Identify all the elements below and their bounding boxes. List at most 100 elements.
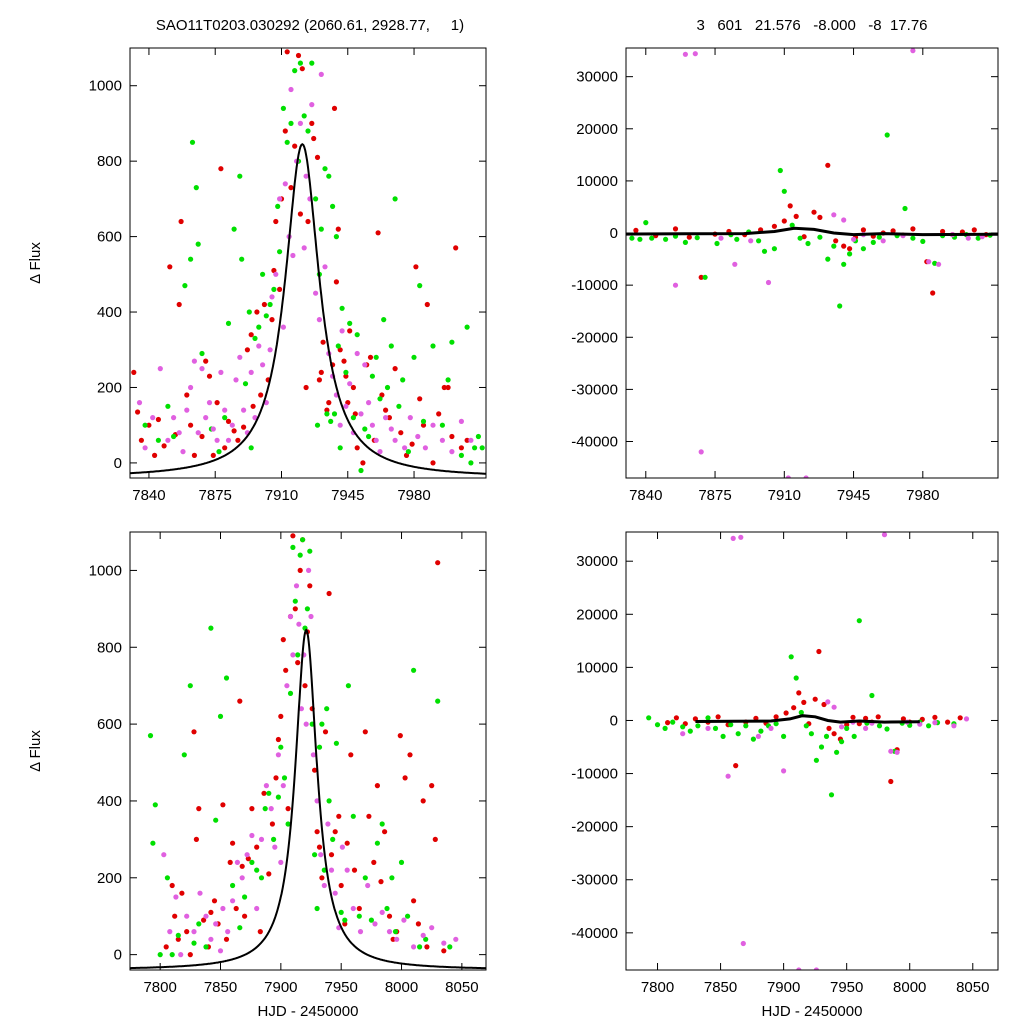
data-point: [354, 350, 360, 357]
data-point: [306, 567, 312, 574]
data-point: [322, 729, 329, 735]
data-point: [811, 209, 817, 215]
data-point: [730, 535, 736, 542]
data-point: [350, 905, 356, 912]
data-point: [875, 714, 881, 720]
data-point: [199, 366, 205, 372]
data-point: [720, 733, 726, 740]
data-point: [179, 890, 185, 896]
panel-p4: 7800 7850 7900 7950 8000 8050 -40000 -30000 -200…: [571, 531, 999, 1020]
data-point: [870, 239, 876, 245]
data-point: [753, 715, 759, 721]
data-point: [326, 590, 332, 597]
data-point: [831, 704, 837, 710]
data-point: [266, 790, 272, 796]
x-tick-label: 7800: [143, 979, 176, 996]
x-tick-label: 7910: [768, 487, 801, 504]
data-point: [269, 821, 275, 827]
data-point: [787, 203, 793, 209]
series-magenta: [680, 532, 970, 970]
data-point: [894, 749, 900, 755]
data-point: [254, 867, 260, 873]
y-tick-label: -30000: [571, 381, 618, 398]
y-tick-label: 200: [97, 870, 122, 887]
data-point: [834, 749, 840, 755]
data-point: [223, 936, 230, 942]
data-point: [445, 384, 451, 391]
data-point: [278, 713, 284, 720]
data-point: [793, 675, 799, 681]
data-point: [665, 720, 671, 726]
data-point: [319, 721, 325, 727]
data-point: [275, 203, 281, 209]
data-point: [367, 354, 374, 360]
data-point: [201, 917, 207, 923]
data-point: [318, 852, 324, 858]
data-point: [386, 415, 392, 421]
data-point: [237, 354, 243, 360]
data-point: [396, 403, 402, 409]
data-point: [337, 422, 343, 428]
data-point: [169, 952, 175, 958]
data-point: [176, 301, 182, 308]
y-tick-label: 1000: [89, 562, 122, 579]
x-tick-label: 7980: [397, 487, 430, 504]
y-tick-label: 0: [114, 455, 122, 472]
data-point: [295, 652, 301, 658]
data-point: [242, 381, 249, 387]
data-point: [184, 913, 190, 919]
data-point: [239, 863, 245, 869]
data-point: [876, 723, 883, 729]
data-point: [789, 222, 795, 228]
data-point: [342, 917, 348, 923]
data-point: [758, 728, 764, 734]
data-point: [362, 875, 368, 881]
data-point: [314, 154, 321, 160]
data-point: [157, 952, 163, 958]
data-point: [287, 690, 294, 697]
data-point: [138, 437, 144, 443]
data-point: [356, 913, 362, 919]
data-point: [165, 437, 171, 443]
data-point: [176, 430, 182, 436]
data-point: [345, 683, 351, 689]
data-point: [672, 226, 679, 232]
data-point: [386, 929, 393, 935]
data-point: [398, 859, 405, 866]
data-point: [793, 213, 799, 219]
data-point: [680, 731, 686, 737]
data-point: [307, 548, 313, 554]
y-tick-label: 30000: [576, 553, 618, 570]
data-point: [407, 415, 413, 421]
data-point: [366, 433, 372, 440]
data-point: [825, 699, 831, 705]
data-point: [718, 235, 724, 241]
data-point: [305, 128, 311, 134]
data-point: [311, 135, 317, 142]
data-point: [249, 859, 255, 866]
data-point: [321, 882, 327, 889]
data-point: [199, 350, 205, 357]
data-point: [343, 369, 349, 375]
data-point: [743, 723, 749, 729]
data-point: [191, 729, 197, 735]
y-tick-label: 0: [114, 947, 122, 964]
data-point: [417, 396, 423, 402]
data-point: [394, 936, 400, 942]
data-point: [262, 806, 268, 812]
data-point: [728, 722, 734, 728]
data-point: [277, 196, 283, 202]
data-point: [733, 763, 739, 769]
data-point: [325, 821, 331, 827]
data-point: [643, 220, 649, 226]
y-tick-label: -20000: [571, 819, 618, 836]
data-point: [196, 921, 202, 927]
data-point: [220, 905, 226, 912]
data-point: [350, 384, 356, 391]
data-point: [263, 783, 269, 789]
data-point: [755, 733, 762, 740]
y-tick-label: 10000: [576, 173, 618, 190]
data-point: [694, 235, 700, 241]
data-point: [847, 251, 853, 257]
